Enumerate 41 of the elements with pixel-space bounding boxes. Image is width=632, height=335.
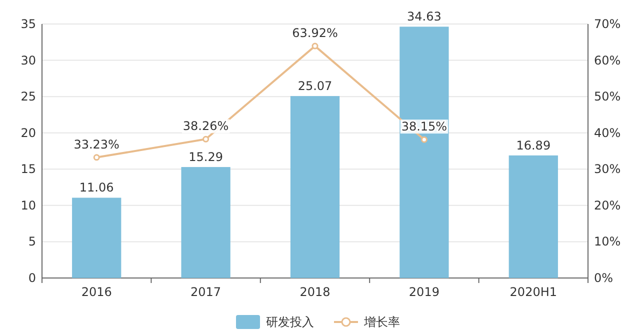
point	[202, 136, 210, 142]
y-tick-label: 30	[20, 53, 36, 68]
y-tick-label: 5	[28, 234, 36, 249]
y2-tick-label: 10%	[594, 234, 621, 249]
legend-label: 研发投入	[266, 315, 314, 329]
y-tick-label: 25	[20, 90, 36, 104]
x-tick-label: 2017	[190, 285, 222, 299]
x-tick-label: 2019	[408, 285, 440, 299]
point	[420, 136, 428, 143]
x-tick-label: 2018	[300, 285, 330, 299]
y-tick-label: 20	[20, 126, 36, 140]
y2-tick-label: 70%	[594, 17, 621, 31]
data-label: 34.63	[407, 10, 442, 24]
data-label: 25.07	[298, 79, 332, 94]
y2-tick-label: 40%	[594, 126, 621, 140]
y2-tick-label: 30%	[594, 162, 621, 176]
y-tick-label: 35	[20, 17, 36, 31]
point	[312, 42, 318, 50]
data-label: 11.06	[79, 180, 114, 195]
data-label: 63.92%	[292, 26, 338, 40]
x-tick-label: 2016	[81, 285, 112, 299]
y2-tick-label: 50%	[594, 90, 621, 104]
y2-tick-label: 0%	[594, 271, 614, 285]
bar	[400, 26, 449, 278]
bar	[181, 167, 230, 278]
y-tick-label: 15	[20, 162, 36, 176]
data-label: 16.89	[516, 138, 551, 152]
y-tick-label: 10	[20, 198, 36, 212]
data-label: 33.23%	[74, 137, 120, 152]
y-tick-label: 0	[28, 271, 36, 285]
bar	[72, 198, 122, 278]
bar	[508, 155, 558, 278]
data-label: 15.29	[188, 150, 223, 164]
y2-tick-label: 20%	[594, 198, 621, 212]
data-label: 38.26%	[182, 119, 229, 134]
x-tick-label: 2020H1	[510, 285, 557, 299]
point	[93, 154, 100, 161]
y2-tick-label: 60%	[594, 53, 621, 68]
bar	[290, 96, 340, 278]
legend-label: 增长率	[363, 315, 400, 329]
data-label: 38.15%	[401, 120, 448, 134]
